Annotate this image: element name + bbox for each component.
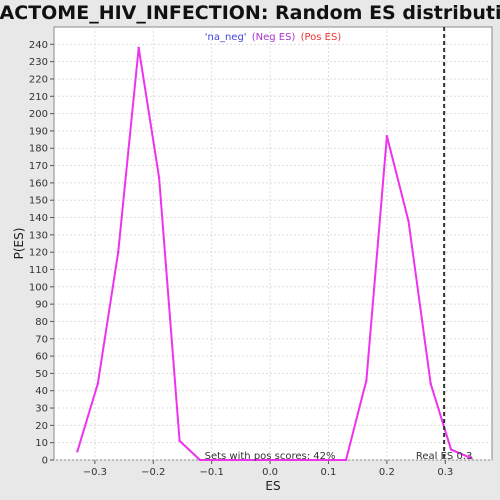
data-point xyxy=(137,46,140,49)
y-tick-label: 90 xyxy=(35,300,48,311)
y-tick-label: 10 xyxy=(35,438,48,449)
y-tick-label: 50 xyxy=(35,369,48,380)
y-tick-label: 160 xyxy=(29,178,48,189)
x-tick-label: 0.0 xyxy=(262,467,278,478)
y-tick-label: 40 xyxy=(35,386,48,397)
y-tick-label: 100 xyxy=(29,282,48,293)
data-point xyxy=(344,458,348,462)
data-point xyxy=(76,450,79,453)
data-point xyxy=(449,448,453,451)
data-point xyxy=(198,458,202,462)
y-tick-label: 240 xyxy=(29,40,48,51)
series-line xyxy=(76,47,472,461)
data-point xyxy=(429,382,432,385)
x-axis-title: ES xyxy=(265,479,280,493)
legend-entry-pos-es: (Pos ES) xyxy=(301,32,342,43)
y-tick-label: 130 xyxy=(29,230,48,241)
data-point xyxy=(470,457,473,460)
data-point xyxy=(178,439,181,443)
y-axis-title: P(ES) xyxy=(12,228,26,260)
y-tick-label: 230 xyxy=(29,57,48,68)
data-point xyxy=(117,250,120,254)
x-tick-label: 0.2 xyxy=(379,467,395,478)
data-point xyxy=(365,379,368,382)
y-tick-label: 20 xyxy=(35,421,48,432)
data-point xyxy=(407,219,410,223)
chart-title: REACTOME_HIV_INFECTION: Random ES distri… xyxy=(0,2,500,24)
legend-entry-na-neg: 'na_neg' xyxy=(205,32,247,43)
x-tick-label: 0.3 xyxy=(437,467,453,478)
y-tick-label: 30 xyxy=(35,404,48,415)
y-tick-label: 70 xyxy=(35,334,48,345)
legend-entry-neg-es: (Neg ES) xyxy=(252,32,296,43)
y-tick-label: 180 xyxy=(29,144,48,155)
y-tick-label: 170 xyxy=(29,161,48,172)
data-point xyxy=(96,382,100,385)
y-tick-label: 110 xyxy=(29,265,48,276)
y-tick-label: 120 xyxy=(29,248,48,259)
real-es-label: Real ES 0.3 xyxy=(416,451,472,462)
y-tick-label: 60 xyxy=(35,352,48,363)
x-axis: −0.3 −0.2 −0.1 0.0 0.1 0.2 0.3 xyxy=(83,460,453,478)
y-tick-label: 80 xyxy=(35,317,48,328)
y-axis: 0 10 20 30 40 50 60 70 80 90 100 110 120 130 140 150 160… xyxy=(29,40,54,467)
x-tick-label: −0.3 xyxy=(83,467,107,478)
y-tick-label: 210 xyxy=(29,92,48,103)
series-layer xyxy=(76,46,473,462)
y-tick-label: 200 xyxy=(29,109,48,120)
x-tick-label: 0.1 xyxy=(321,467,337,478)
x-tick-label: −0.1 xyxy=(200,467,224,478)
plot-area xyxy=(53,26,493,461)
data-point xyxy=(385,134,389,138)
y-tick-label: 140 xyxy=(29,213,48,224)
y-tick-label: 220 xyxy=(29,74,48,85)
x-tick-label: −0.2 xyxy=(141,467,165,478)
pos-scores-annotation: Sets with pos scores: 42% xyxy=(205,451,336,462)
y-tick-label: 150 xyxy=(29,196,48,207)
y-tick-label: 0 xyxy=(42,456,48,467)
y-tick-label: 190 xyxy=(29,126,48,137)
legend: 'na_neg' (Neg ES) (Pos ES) xyxy=(205,32,342,43)
data-point xyxy=(157,176,161,179)
grid-lines xyxy=(54,27,492,461)
